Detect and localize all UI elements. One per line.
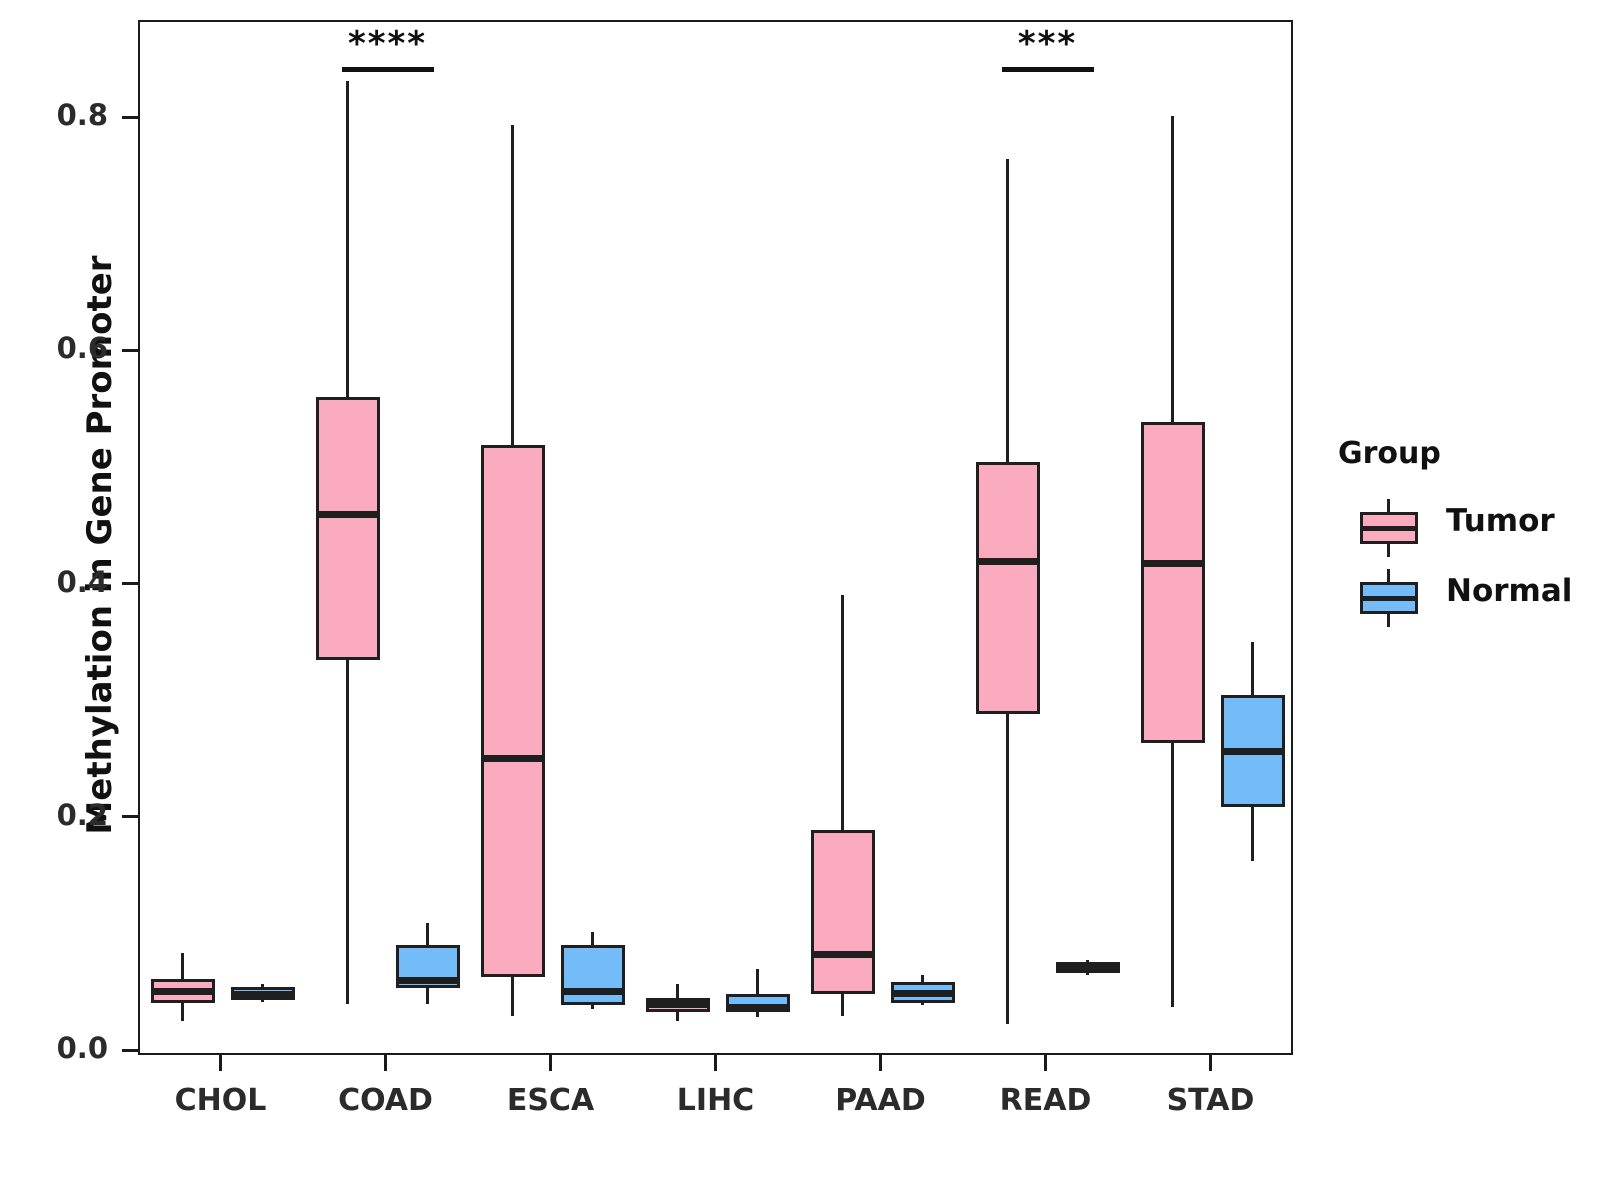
legend-label: Normal <box>1446 573 1573 609</box>
y-axis-tick-label: 0.0 <box>56 1031 108 1065</box>
median-line <box>315 510 380 518</box>
median-line <box>480 754 545 762</box>
legend: Group Tumor Normal <box>1336 436 1586 633</box>
legend-key-icon <box>1360 569 1418 627</box>
y-axis-tick-label: 0.6 <box>56 331 108 366</box>
x-axis-tick-mark <box>1209 1055 1212 1071</box>
legend-whisker-bottom <box>1387 543 1390 557</box>
legend-item-tumor[interactable]: Tumor <box>1336 493 1586 563</box>
y-axis-tick-label: 0.2 <box>56 797 108 832</box>
median-line <box>890 990 955 998</box>
legend-median-line <box>1360 526 1418 531</box>
x-axis-tick-mark <box>1044 1055 1047 1071</box>
legend-key-icon <box>1360 499 1418 557</box>
legend-whisker-top <box>1387 569 1390 583</box>
median-line <box>560 987 625 995</box>
legend-whisker-top <box>1387 499 1390 513</box>
legend-item-normal[interactable]: Normal <box>1336 563 1586 633</box>
x-axis-tick-mark <box>879 1055 882 1071</box>
box-rect <box>315 396 380 661</box>
box-rect <box>560 944 625 1006</box>
y-axis-tick-mark <box>122 1048 138 1052</box>
significance-bar-coad <box>341 66 434 72</box>
x-axis-tick-label-read: READ <box>999 1083 1092 1118</box>
box-rect <box>1140 422 1205 743</box>
median-line <box>645 1000 710 1008</box>
legend-items: Tumor Normal <box>1336 493 1586 633</box>
legend-median-line <box>1360 596 1418 601</box>
plot-area: **** *** <box>140 22 1291 1053</box>
y-axis-tick-mark <box>122 115 138 119</box>
x-axis-tick-label-lihc: LIHC <box>676 1083 755 1118</box>
median-line <box>1220 747 1285 755</box>
legend-whisker-bottom <box>1387 613 1390 627</box>
x-axis-tick-label-coad: COAD <box>338 1083 433 1118</box>
y-axis-title: Methylation in Gene Promoter <box>80 255 120 835</box>
median-line <box>810 950 875 958</box>
x-axis-tick-label-stad: STAD <box>1166 1083 1255 1118</box>
y-axis-tick-label: 0.4 <box>56 564 108 599</box>
median-line <box>1055 964 1120 972</box>
median-line <box>1140 559 1205 567</box>
plot-panel: **** *** <box>138 20 1293 1055</box>
significance-stars-coad: **** <box>347 23 428 64</box>
significance-bar-read <box>1001 66 1094 72</box>
x-axis-tick-label-esca: ESCA <box>506 1083 595 1118</box>
median-line <box>975 557 1040 565</box>
box-rect <box>810 830 875 994</box>
box-rect <box>975 462 1040 714</box>
whisker-line <box>841 594 844 1016</box>
legend-title: Group <box>1338 436 1441 471</box>
x-axis-tick-mark <box>384 1055 387 1071</box>
median-line <box>150 987 215 995</box>
x-axis-tick-mark <box>549 1055 552 1071</box>
y-axis-tick-mark <box>122 582 138 586</box>
box-rect <box>480 444 545 978</box>
x-axis-tick-mark <box>714 1055 717 1071</box>
legend-label: Tumor <box>1446 503 1555 539</box>
whisker-line <box>756 969 759 1017</box>
x-axis-tick-label-paad: PAAD <box>835 1083 926 1118</box>
median-line <box>725 1004 790 1012</box>
median-line <box>395 977 460 985</box>
median-line <box>230 991 295 999</box>
y-axis-tick-mark <box>122 348 138 352</box>
y-axis-tick-label: 0.8 <box>56 98 108 133</box>
x-axis-tick-mark <box>219 1055 222 1071</box>
y-axis-tick-mark <box>122 815 138 819</box>
significance-stars-read: *** <box>1017 23 1078 64</box>
x-axis-tick-label-chol: CHOL <box>174 1083 267 1118</box>
